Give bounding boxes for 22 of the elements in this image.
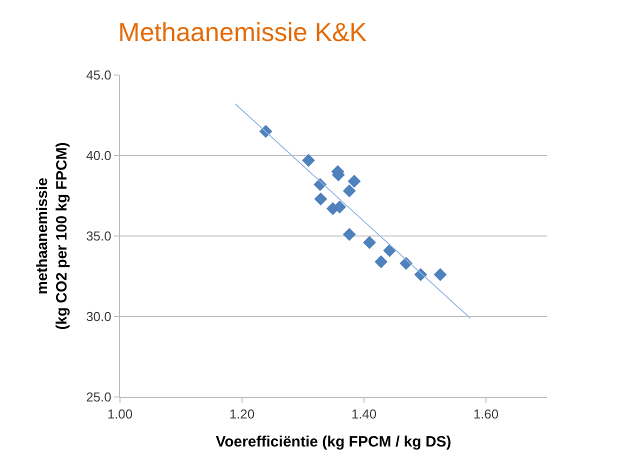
point xyxy=(362,236,376,249)
y-tick-label: 40.0 xyxy=(86,148,112,164)
y-tick-label: 30.0 xyxy=(86,309,112,324)
point xyxy=(374,255,388,268)
point xyxy=(348,174,361,188)
x-axis-title: Voerefficiëntie (kg FPCM / kg DS) xyxy=(216,434,452,451)
point xyxy=(342,184,356,198)
point xyxy=(314,192,328,206)
y-tick-label: 25.0 xyxy=(86,390,112,405)
x-tick-label: 1.20 xyxy=(229,406,255,422)
x-tick-label: 1.40 xyxy=(351,406,377,422)
point xyxy=(342,228,356,241)
x-tick-label: 1.00 xyxy=(107,406,133,422)
x-tick-label: 1.60 xyxy=(473,406,499,422)
point xyxy=(302,154,315,167)
y-tick-label: 35.0 xyxy=(86,228,112,244)
point xyxy=(434,268,447,282)
y-tick-label: 45.0 xyxy=(86,68,112,83)
y-axis-title: methaanemissie (kg CO2 per 100 kg FPCM) xyxy=(34,142,70,330)
point xyxy=(333,200,346,214)
chart-title: Methaanemissie K&K xyxy=(118,17,368,48)
point xyxy=(383,244,396,257)
